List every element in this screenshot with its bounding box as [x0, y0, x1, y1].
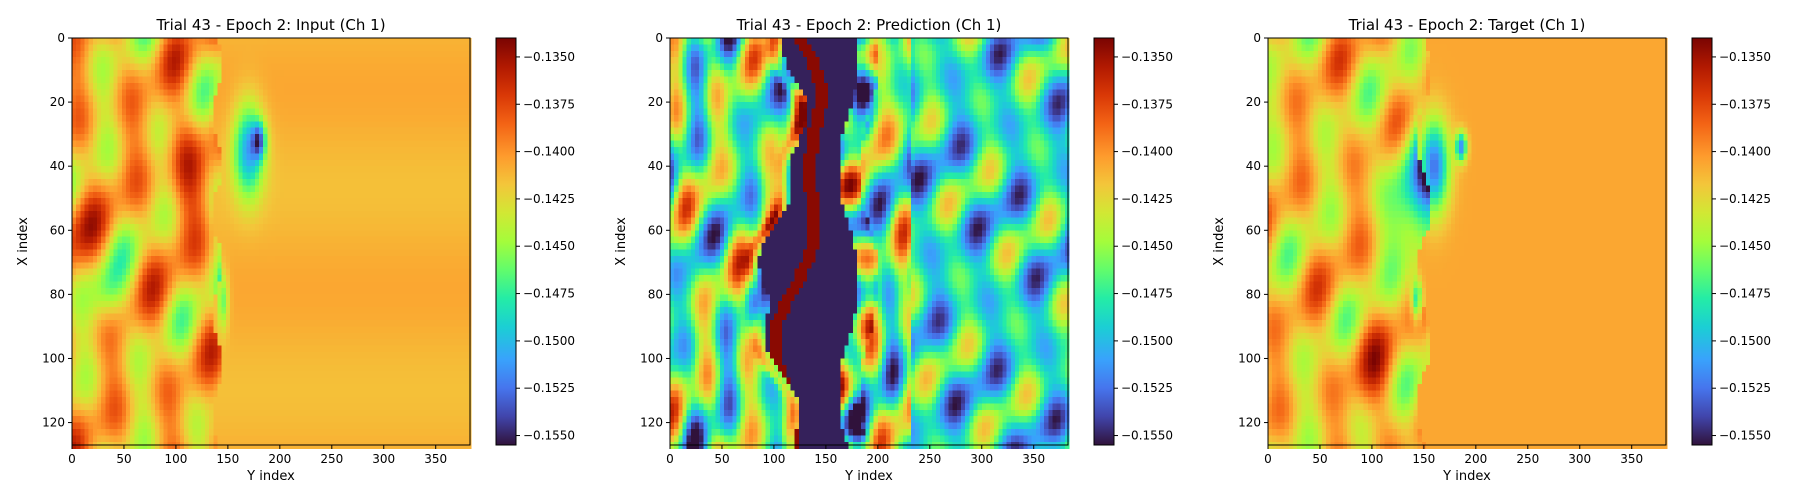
y-axis-label: X index	[1212, 217, 1227, 266]
heatmap-panel-input: Trial 43 - Epoch 2: Input (Ch 1) 0 50 100 15…	[16, 16, 575, 484]
x-tick-label: 50	[714, 452, 729, 466]
y-tick-label: 40	[648, 159, 663, 173]
heatmap-cells	[670, 38, 1070, 449]
x-tick-label: 0	[68, 452, 76, 466]
axes-frame	[669, 37, 1069, 446]
x-axis-label: Y index	[844, 469, 893, 484]
x-tick-label: 100	[1360, 452, 1383, 466]
y-tick-label: 20	[1246, 95, 1261, 109]
x-tick-label: 150	[216, 452, 239, 466]
x-tick-label: 50	[1312, 452, 1327, 466]
chart-title: Trial 43 - Epoch 2: Input (Ch 1)	[155, 16, 385, 34]
colorbar-tick-label: −0.1550	[523, 429, 575, 443]
heatmap-panel-prediction: Trial 43 - Epoch 2: Prediction (Ch 1) 0 50…	[614, 16, 1173, 484]
chart-title: Trial 43 - Epoch 2: Prediction (Ch 1)	[736, 16, 1002, 34]
colorbar	[495, 37, 517, 446]
colorbar-tick-label: −0.1525	[1121, 381, 1173, 395]
y-tick-label: 0	[655, 31, 663, 45]
colorbar-tick-label: −0.1425	[523, 192, 575, 206]
y-tick-label: 40	[1246, 159, 1261, 173]
colorbar-tick-label: −0.1525	[523, 381, 575, 395]
colorbar	[1691, 37, 1713, 446]
heatmap-cells	[72, 38, 472, 449]
x-tick-label: 300	[970, 452, 993, 466]
colorbar-tick-label: −0.1375	[523, 97, 575, 111]
y-axis-label: X index	[16, 217, 31, 266]
colorbar-tick-label: −0.1450	[1719, 239, 1771, 253]
y-tick-label: 80	[648, 287, 663, 301]
x-axis-label: Y index	[246, 469, 295, 484]
x-tick-label: 300	[372, 452, 395, 466]
colorbar	[1093, 37, 1115, 446]
colorbar-tick-label: −0.1450	[1121, 239, 1173, 253]
y-tick-label: 20	[648, 95, 663, 109]
heatmap-panel-target: Trial 43 - Epoch 2: Target (Ch 1) 0 50 100 1…	[1212, 16, 1771, 484]
x-tick-label: 150	[814, 452, 837, 466]
x-tick-label: 350	[424, 452, 447, 466]
colorbar-tick-label: −0.1350	[523, 50, 575, 64]
colorbar-tick-label: −0.1500	[1719, 334, 1771, 348]
y-tick-label: 100	[640, 351, 663, 365]
y-tick-label: 120	[640, 416, 663, 430]
colorbar-tick-label: −0.1500	[523, 334, 575, 348]
x-tick-label: 250	[918, 452, 941, 466]
colorbar-tick-label: −0.1500	[1121, 334, 1173, 348]
colorbar-tick-label: −0.1375	[1719, 97, 1771, 111]
x-tick-label: 150	[1412, 452, 1435, 466]
colorbar-tick-label: −0.1425	[1719, 192, 1771, 206]
x-axis-label: Y index	[1442, 469, 1491, 484]
colorbar-tick-label: −0.1550	[1121, 429, 1173, 443]
y-tick-label: 40	[50, 159, 65, 173]
x-tick-label: 0	[666, 452, 674, 466]
y-tick-label: 120	[1238, 416, 1261, 430]
colorbar-tick-label: −0.1400	[1121, 145, 1173, 159]
heatmap-cells	[1268, 38, 1668, 449]
x-tick-label: 50	[116, 452, 131, 466]
x-tick-label: 100	[762, 452, 785, 466]
y-tick-label: 60	[1246, 223, 1261, 237]
x-tick-label: 350	[1620, 452, 1643, 466]
chart-title: Trial 43 - Epoch 2: Target (Ch 1)	[1348, 16, 1586, 34]
y-tick-label: 120	[42, 416, 65, 430]
colorbar-tick-label: −0.1375	[1121, 97, 1173, 111]
colorbar-tick-label: −0.1475	[523, 287, 575, 301]
x-tick-label: 250	[320, 452, 343, 466]
x-tick-label: 200	[268, 452, 291, 466]
y-tick-label: 100	[42, 351, 65, 365]
x-tick-label: 100	[164, 452, 187, 466]
colorbar-tick-label: −0.1475	[1719, 287, 1771, 301]
colorbar-tick-label: −0.1550	[1719, 429, 1771, 443]
x-tick-label: 250	[1516, 452, 1539, 466]
axes-frame	[1267, 37, 1667, 446]
y-tick-label: 100	[1238, 351, 1261, 365]
colorbar-tick-label: −0.1425	[1121, 192, 1173, 206]
colorbar-tick-label: −0.1350	[1719, 50, 1771, 64]
colorbar-tick-label: −0.1475	[1121, 287, 1173, 301]
x-tick-label: 300	[1568, 452, 1591, 466]
colorbar-tick-label: −0.1400	[1719, 145, 1771, 159]
x-tick-label: 350	[1022, 452, 1045, 466]
y-tick-label: 80	[1246, 287, 1261, 301]
y-tick-label: 0	[1253, 31, 1261, 45]
colorbar-tick-label: −0.1450	[523, 239, 575, 253]
axes-frame	[71, 37, 471, 446]
y-tick-label: 60	[50, 223, 65, 237]
y-tick-label: 80	[50, 287, 65, 301]
y-axis-label: X index	[614, 217, 629, 266]
x-tick-label: 200	[866, 452, 889, 466]
colorbar-tick-label: −0.1350	[1121, 50, 1173, 64]
y-tick-label: 60	[648, 223, 663, 237]
y-tick-label: 0	[57, 31, 65, 45]
colorbar-tick-label: −0.1400	[523, 145, 575, 159]
y-tick-label: 20	[50, 95, 65, 109]
x-tick-label: 0	[1264, 452, 1272, 466]
colorbar-tick-label: −0.1525	[1719, 381, 1771, 395]
x-tick-label: 200	[1464, 452, 1487, 466]
